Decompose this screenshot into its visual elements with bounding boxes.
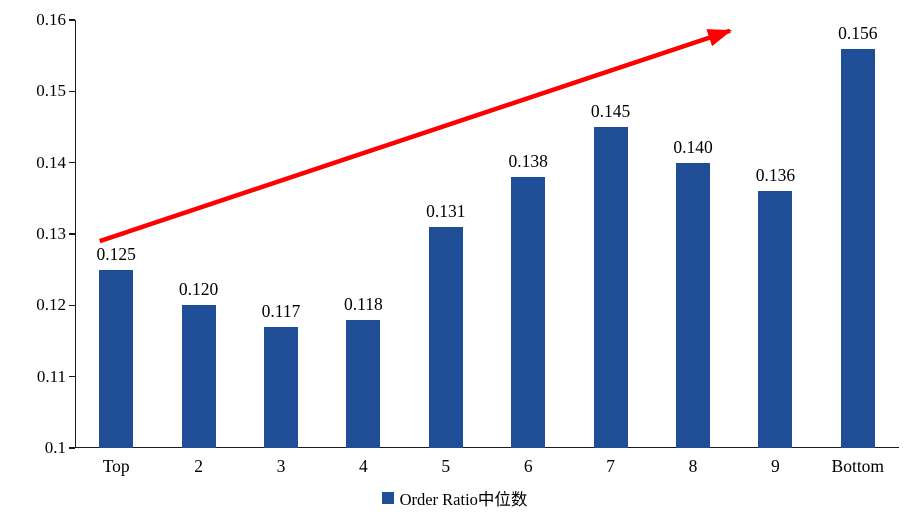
legend: Order Ratio中位数	[0, 486, 909, 510]
y-axis-tick-label: 0.12	[36, 295, 66, 315]
x-axis-category-label: 8	[688, 456, 698, 476]
x-axis-category-label: 7	[606, 456, 615, 476]
x-axis-category-label: 2	[194, 456, 203, 476]
bar-7	[593, 127, 628, 448]
y-axis-tick-label: 0.1	[44, 438, 66, 457]
x-axis-category-label: Bottom	[831, 456, 885, 476]
x-axis-category-label: 5	[441, 456, 451, 476]
x-axis-category-label: 3	[276, 456, 286, 476]
bar-9	[758, 191, 793, 448]
bar-value-label: 0.145	[590, 101, 631, 121]
bar-6	[511, 176, 546, 448]
y-axis-tick-label: 0.13	[36, 224, 66, 243]
y-axis-tick-mark	[69, 161, 75, 164]
y-axis-tick-label: 0.14	[36, 152, 66, 172]
bar-top	[99, 269, 134, 448]
x-axis-category-label: Top	[102, 456, 130, 476]
y-axis-tick-mark	[69, 304, 75, 307]
bar-value-label: 0.117	[261, 300, 301, 321]
bar-bottom	[840, 48, 875, 448]
bar-8	[676, 162, 710, 448]
y-axis-tick-label: 0.16	[36, 10, 66, 29]
bar-value-label: 0.120	[178, 279, 219, 300]
legend-label: Order Ratio中位数	[399, 490, 528, 509]
bar-5	[428, 226, 463, 448]
y-axis-tick-mark	[69, 90, 75, 93]
x-axis-category-label: 6	[523, 456, 533, 476]
bar-value-label: 0.125	[96, 243, 136, 264]
plot-area	[75, 20, 899, 448]
x-axis-category-label: 9	[771, 456, 780, 476]
bar-value-label: 0.140	[673, 136, 713, 157]
y-axis-tick-label: 0.15	[36, 81, 66, 101]
bar-4	[346, 319, 381, 448]
y-axis-tick-mark	[69, 375, 75, 378]
y-axis-tick-label: 0.11	[36, 366, 66, 386]
bar-value-label: 0.138	[508, 150, 548, 171]
bar-value-label: 0.118	[344, 293, 383, 314]
y-axis-tick-mark	[69, 19, 75, 21]
bar-3	[264, 326, 298, 448]
y-axis-tick-mark	[69, 233, 75, 235]
bar-value-label: 0.156	[838, 22, 878, 43]
bar-value-label: 0.131	[426, 200, 466, 221]
bar-2	[181, 305, 216, 448]
bar-value-label: 0.136	[755, 165, 796, 186]
y-axis-tick-mark	[69, 447, 75, 449]
legend-swatch-icon	[381, 492, 394, 504]
x-axis-category-label: 4	[359, 456, 368, 476]
